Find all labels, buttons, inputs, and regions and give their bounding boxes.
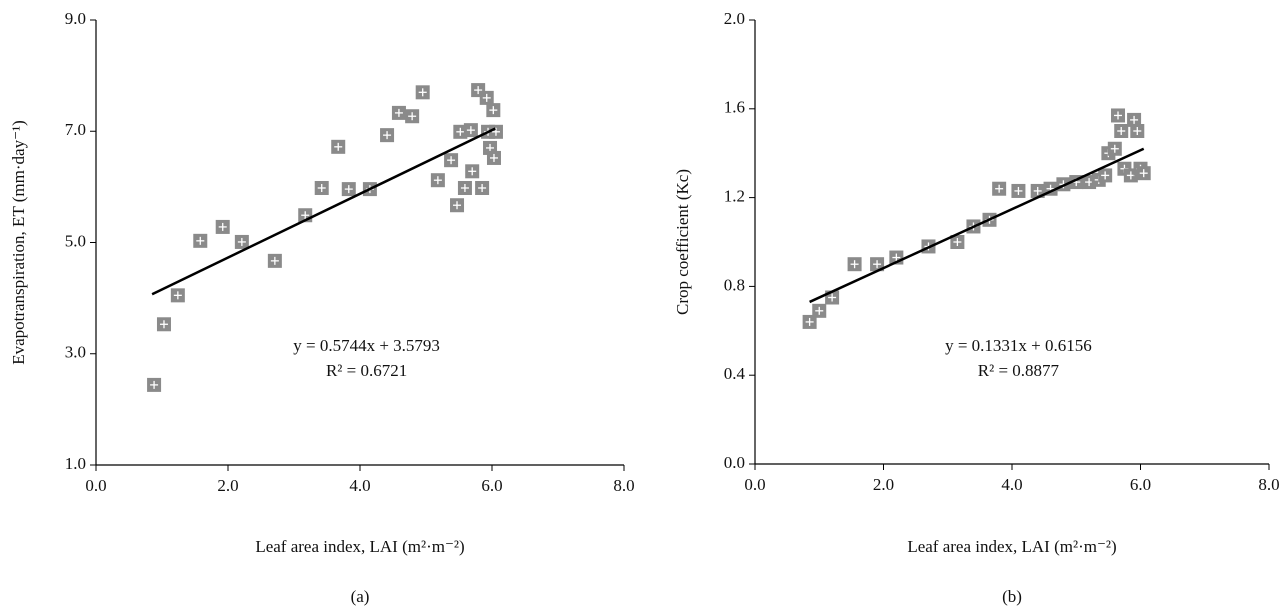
point (450, 198, 465, 213)
point (1114, 124, 1129, 138)
point (802, 314, 817, 329)
equation: R² = 0.8877 (978, 361, 1060, 380)
point (215, 219, 230, 234)
point (1111, 108, 1126, 123)
y-tick-label: 0.8 (724, 275, 745, 294)
point (453, 124, 468, 139)
point (267, 253, 282, 268)
trendline (809, 147, 1145, 304)
x-tick-label: 4.0 (349, 476, 370, 495)
point (1098, 168, 1113, 183)
point (170, 288, 185, 303)
point (1136, 166, 1151, 181)
point (486, 103, 501, 118)
point (1107, 141, 1122, 156)
y-tick-label: 9.0 (65, 9, 86, 28)
x-tick-label: 6.0 (481, 476, 502, 495)
point (465, 164, 480, 179)
point (1130, 124, 1145, 138)
point (847, 257, 862, 272)
point (463, 123, 478, 138)
point (380, 128, 395, 143)
x-tick-label: 8.0 (613, 476, 634, 495)
point (475, 180, 490, 195)
equation: y = 0.1331x + 0.6156 (945, 336, 1092, 355)
y-tick-label: 0.4 (724, 364, 746, 383)
point (331, 139, 346, 154)
point (415, 85, 430, 100)
x-axis-label: Leaf area index, LAI (m²·m⁻²) (255, 537, 464, 556)
y-tick-label: 7.0 (65, 120, 86, 139)
point (488, 124, 503, 139)
point (391, 105, 406, 120)
point (234, 234, 249, 249)
point (341, 182, 356, 197)
point (486, 150, 501, 165)
equation: y = 0.5744x + 3.5793 (293, 336, 440, 355)
y-axis-label: Crop coefficient (Kc) (673, 169, 692, 315)
point (430, 173, 445, 188)
x-tick-label: 0.0 (744, 475, 765, 494)
x-tick-label: 4.0 (1001, 475, 1022, 494)
y-tick-label: 3.0 (65, 343, 86, 362)
equation: R² = 0.6721 (326, 361, 407, 380)
x-tick-label: 2.0 (873, 475, 894, 494)
y-tick-label: 1.2 (724, 187, 745, 206)
points (802, 108, 1151, 329)
point (314, 180, 329, 195)
trendline (151, 127, 496, 296)
y-axis-label: Evapotranspiration, ET (mm·day⁻¹) (9, 120, 28, 365)
x-tick-label: 8.0 (1258, 475, 1279, 494)
point (950, 235, 965, 249)
point (457, 180, 472, 195)
y-tick-label: 1.0 (65, 454, 86, 473)
point (156, 317, 171, 332)
x-axis-label: Leaf area index, LAI (m²·m⁻²) (907, 537, 1116, 556)
point (812, 303, 827, 318)
x-tick-label: 6.0 (1130, 475, 1151, 494)
point (479, 90, 494, 105)
y-tick-label: 1.6 (724, 98, 745, 117)
caption: (a) (351, 587, 370, 606)
point (147, 377, 162, 392)
y-tick-label: 2.0 (724, 9, 745, 28)
point (444, 153, 459, 168)
y-tick-label: 0.0 (724, 453, 745, 472)
point (1127, 112, 1142, 127)
point (193, 233, 208, 248)
x-tick-label: 0.0 (85, 476, 106, 495)
x-tick-label: 2.0 (217, 476, 238, 495)
point (405, 109, 420, 124)
point (1011, 183, 1026, 198)
points (147, 83, 503, 392)
caption: (b) (1002, 587, 1022, 606)
y-tick-label: 5.0 (65, 231, 86, 250)
point (870, 257, 885, 272)
point (992, 181, 1007, 196)
